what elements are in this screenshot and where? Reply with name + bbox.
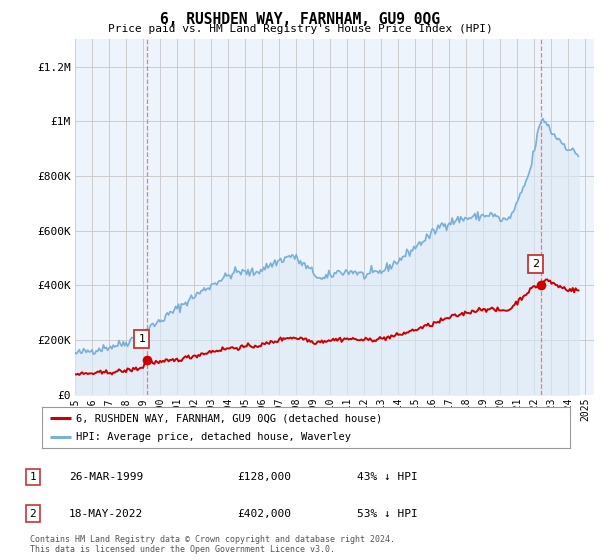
Text: £402,000: £402,000 [237, 508, 291, 519]
Text: 2: 2 [532, 259, 539, 269]
Text: HPI: Average price, detached house, Waverley: HPI: Average price, detached house, Wave… [76, 432, 352, 442]
Text: Price paid vs. HM Land Registry's House Price Index (HPI): Price paid vs. HM Land Registry's House … [107, 24, 493, 34]
Text: 1: 1 [139, 334, 145, 344]
Text: 6, RUSHDEN WAY, FARNHAM, GU9 0QG: 6, RUSHDEN WAY, FARNHAM, GU9 0QG [160, 12, 440, 27]
Text: 1: 1 [29, 472, 37, 482]
Text: 43% ↓ HPI: 43% ↓ HPI [357, 472, 418, 482]
Text: £128,000: £128,000 [237, 472, 291, 482]
Text: 18-MAY-2022: 18-MAY-2022 [69, 508, 143, 519]
Text: 2: 2 [29, 508, 37, 519]
Text: 53% ↓ HPI: 53% ↓ HPI [357, 508, 418, 519]
Text: Contains HM Land Registry data © Crown copyright and database right 2024.
This d: Contains HM Land Registry data © Crown c… [30, 535, 395, 554]
Text: 26-MAR-1999: 26-MAR-1999 [69, 472, 143, 482]
Text: 6, RUSHDEN WAY, FARNHAM, GU9 0QG (detached house): 6, RUSHDEN WAY, FARNHAM, GU9 0QG (detach… [76, 413, 383, 423]
